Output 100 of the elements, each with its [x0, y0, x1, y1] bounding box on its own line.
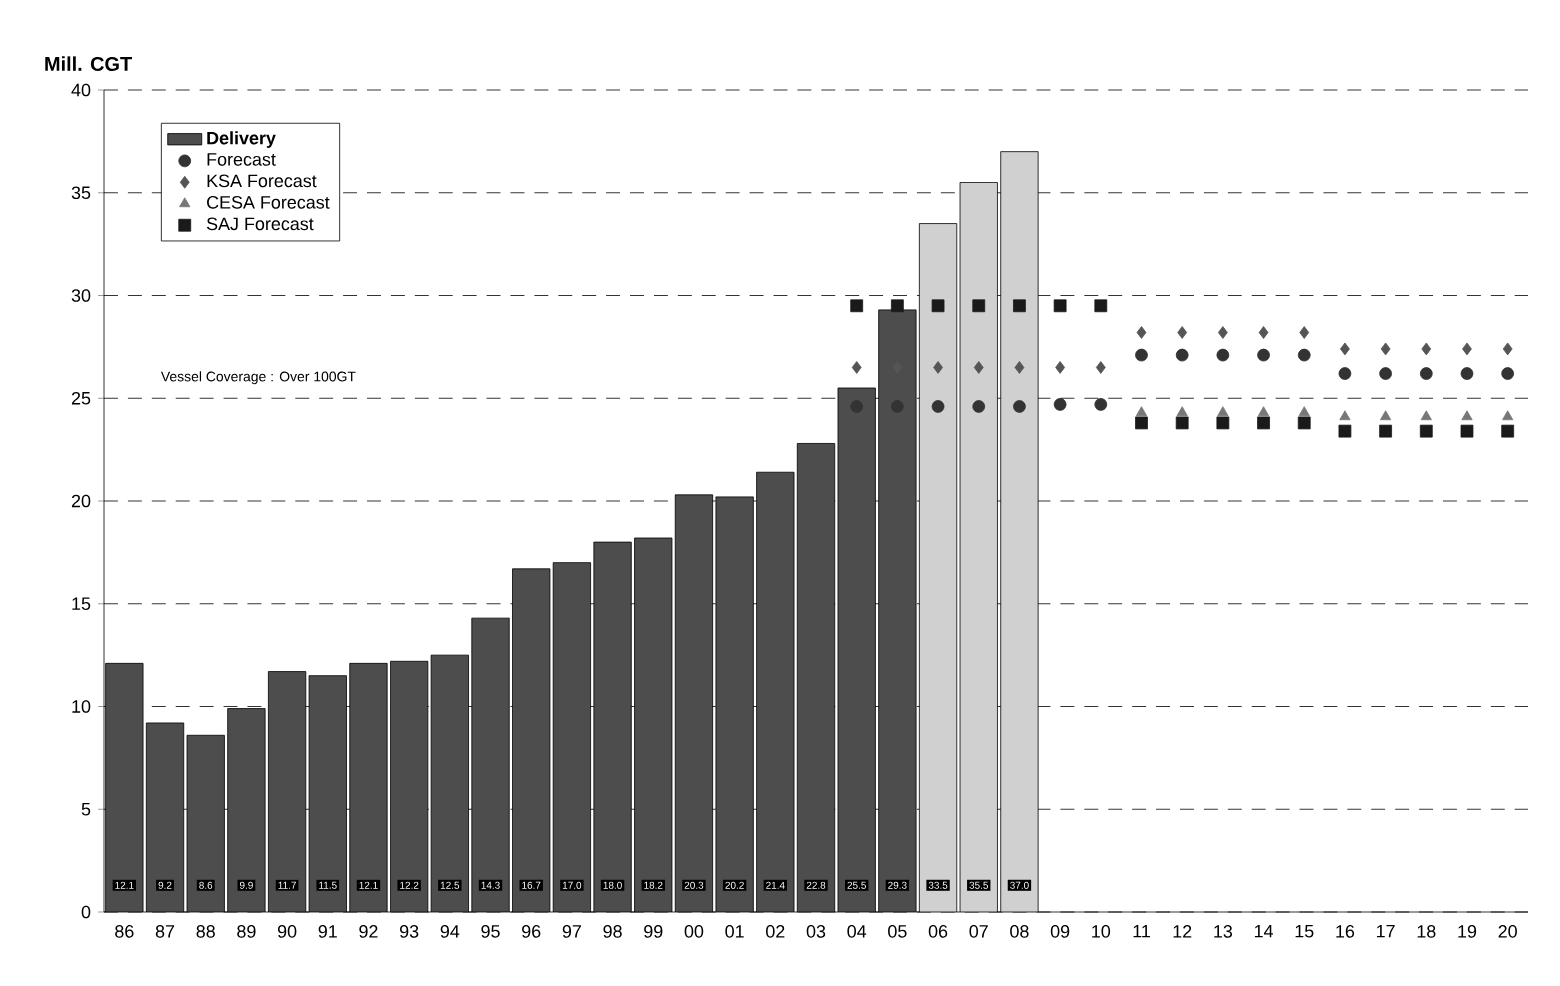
- x-tick-label: 98: [603, 925, 622, 938]
- x-tick-label: 99: [644, 925, 663, 938]
- x-tick-label: 93: [400, 925, 419, 938]
- point: [1460, 424, 1474, 438]
- point: [1094, 299, 1108, 313]
- point: [1217, 406, 1229, 417]
- point: [931, 400, 945, 413]
- legend-label: Forecast: [207, 153, 276, 166]
- y-tick-label: 40: [71, 83, 91, 97]
- x-tick-label: 94: [440, 925, 460, 938]
- point: [1298, 406, 1310, 417]
- point: [1380, 342, 1391, 356]
- point: [972, 299, 986, 313]
- y-tick-label: 30: [71, 289, 91, 302]
- point: [1460, 367, 1474, 380]
- point: [1297, 416, 1311, 430]
- point: [1095, 361, 1106, 374]
- point: [1297, 348, 1311, 362]
- x-tick-label: 14: [1254, 925, 1273, 938]
- x-tick-label: 03: [806, 925, 826, 938]
- x-tick-label: 96: [522, 925, 541, 938]
- x-tick-label: 88: [196, 925, 215, 938]
- x-tick-label: 09: [1050, 925, 1070, 938]
- x-tick-label: 07: [969, 925, 988, 938]
- point: [1338, 367, 1352, 380]
- x-tick-label: 15: [1295, 925, 1314, 938]
- point: [1014, 361, 1025, 374]
- x-tick-label: 89: [237, 925, 256, 938]
- point: [1216, 416, 1230, 430]
- x-tick-label: 05: [888, 925, 907, 938]
- x-tick-label: 18: [1417, 925, 1436, 938]
- point: [1176, 406, 1188, 417]
- x-tick-label: 87: [155, 925, 175, 938]
- point: [1135, 416, 1148, 430]
- x-tick-label: 95: [481, 925, 500, 938]
- point: [1501, 367, 1515, 380]
- point: [891, 299, 904, 313]
- y-axis-title: Mill. CGT: [45, 56, 132, 71]
- x-tick-label: 00: [684, 925, 704, 938]
- point: [1339, 410, 1351, 421]
- point: [972, 400, 986, 413]
- point: [851, 361, 862, 374]
- point: [1257, 348, 1270, 362]
- point: [1257, 416, 1270, 430]
- point: [1379, 367, 1392, 380]
- point: [1175, 416, 1189, 430]
- x-tick-label: 11: [1133, 925, 1150, 938]
- x-tick-label: 01: [725, 925, 744, 938]
- legend-label: SAJ Forecast: [206, 217, 314, 231]
- point: [1175, 348, 1189, 362]
- point: [1379, 424, 1392, 438]
- x-tick-label: 12: [1173, 925, 1192, 938]
- legend-label: CESA Forecast: [207, 195, 330, 209]
- legend-label: Delivery: [207, 131, 276, 148]
- x-tick-label: 13: [1214, 925, 1233, 938]
- point: [973, 361, 984, 374]
- x-tick-label: 92: [359, 925, 378, 938]
- y-tick-label: 25: [71, 391, 91, 405]
- point: [1461, 410, 1473, 421]
- x-tick-label: 04: [847, 925, 867, 938]
- point: [1299, 326, 1310, 339]
- point: [1420, 410, 1432, 421]
- point: [1338, 424, 1352, 438]
- legend-label: KSA Forecast: [207, 174, 317, 188]
- point: [1502, 410, 1514, 421]
- x-tick-label: 06: [928, 925, 948, 938]
- point: [1055, 361, 1065, 374]
- point: [850, 299, 864, 313]
- point: [1013, 400, 1026, 413]
- point: [933, 361, 943, 374]
- x-tick-label: 08: [1010, 925, 1029, 938]
- point: [1257, 406, 1270, 417]
- y-tick-label: 0: [81, 905, 91, 919]
- point: [1258, 326, 1269, 339]
- point: [1135, 348, 1148, 362]
- x-tick-label: 16: [1336, 925, 1355, 938]
- point: [931, 299, 945, 313]
- point: [1217, 326, 1228, 339]
- point: [1216, 348, 1230, 362]
- point: [1340, 342, 1350, 356]
- x-tick-label: 02: [766, 925, 785, 938]
- x-tick-label: 19: [1458, 925, 1477, 938]
- y-tick-label: 35: [71, 186, 91, 200]
- y-tick-label: 5: [81, 802, 91, 816]
- point: [1421, 342, 1432, 356]
- x-tick-label: 97: [562, 925, 581, 938]
- x-tick-label: 90: [277, 925, 297, 938]
- point: [1501, 424, 1515, 438]
- point: [1177, 326, 1188, 339]
- point: [1135, 406, 1148, 417]
- x-tick-label: 86: [115, 925, 134, 938]
- point: [1380, 410, 1392, 421]
- x-tick-label: 20: [1498, 925, 1517, 938]
- point: [1502, 342, 1513, 356]
- point: [1053, 299, 1067, 313]
- point: [1094, 398, 1108, 411]
- y-tick-label: 10: [72, 700, 91, 713]
- point: [1419, 424, 1433, 438]
- x-tick-label: 91: [318, 925, 337, 938]
- point: [850, 400, 864, 413]
